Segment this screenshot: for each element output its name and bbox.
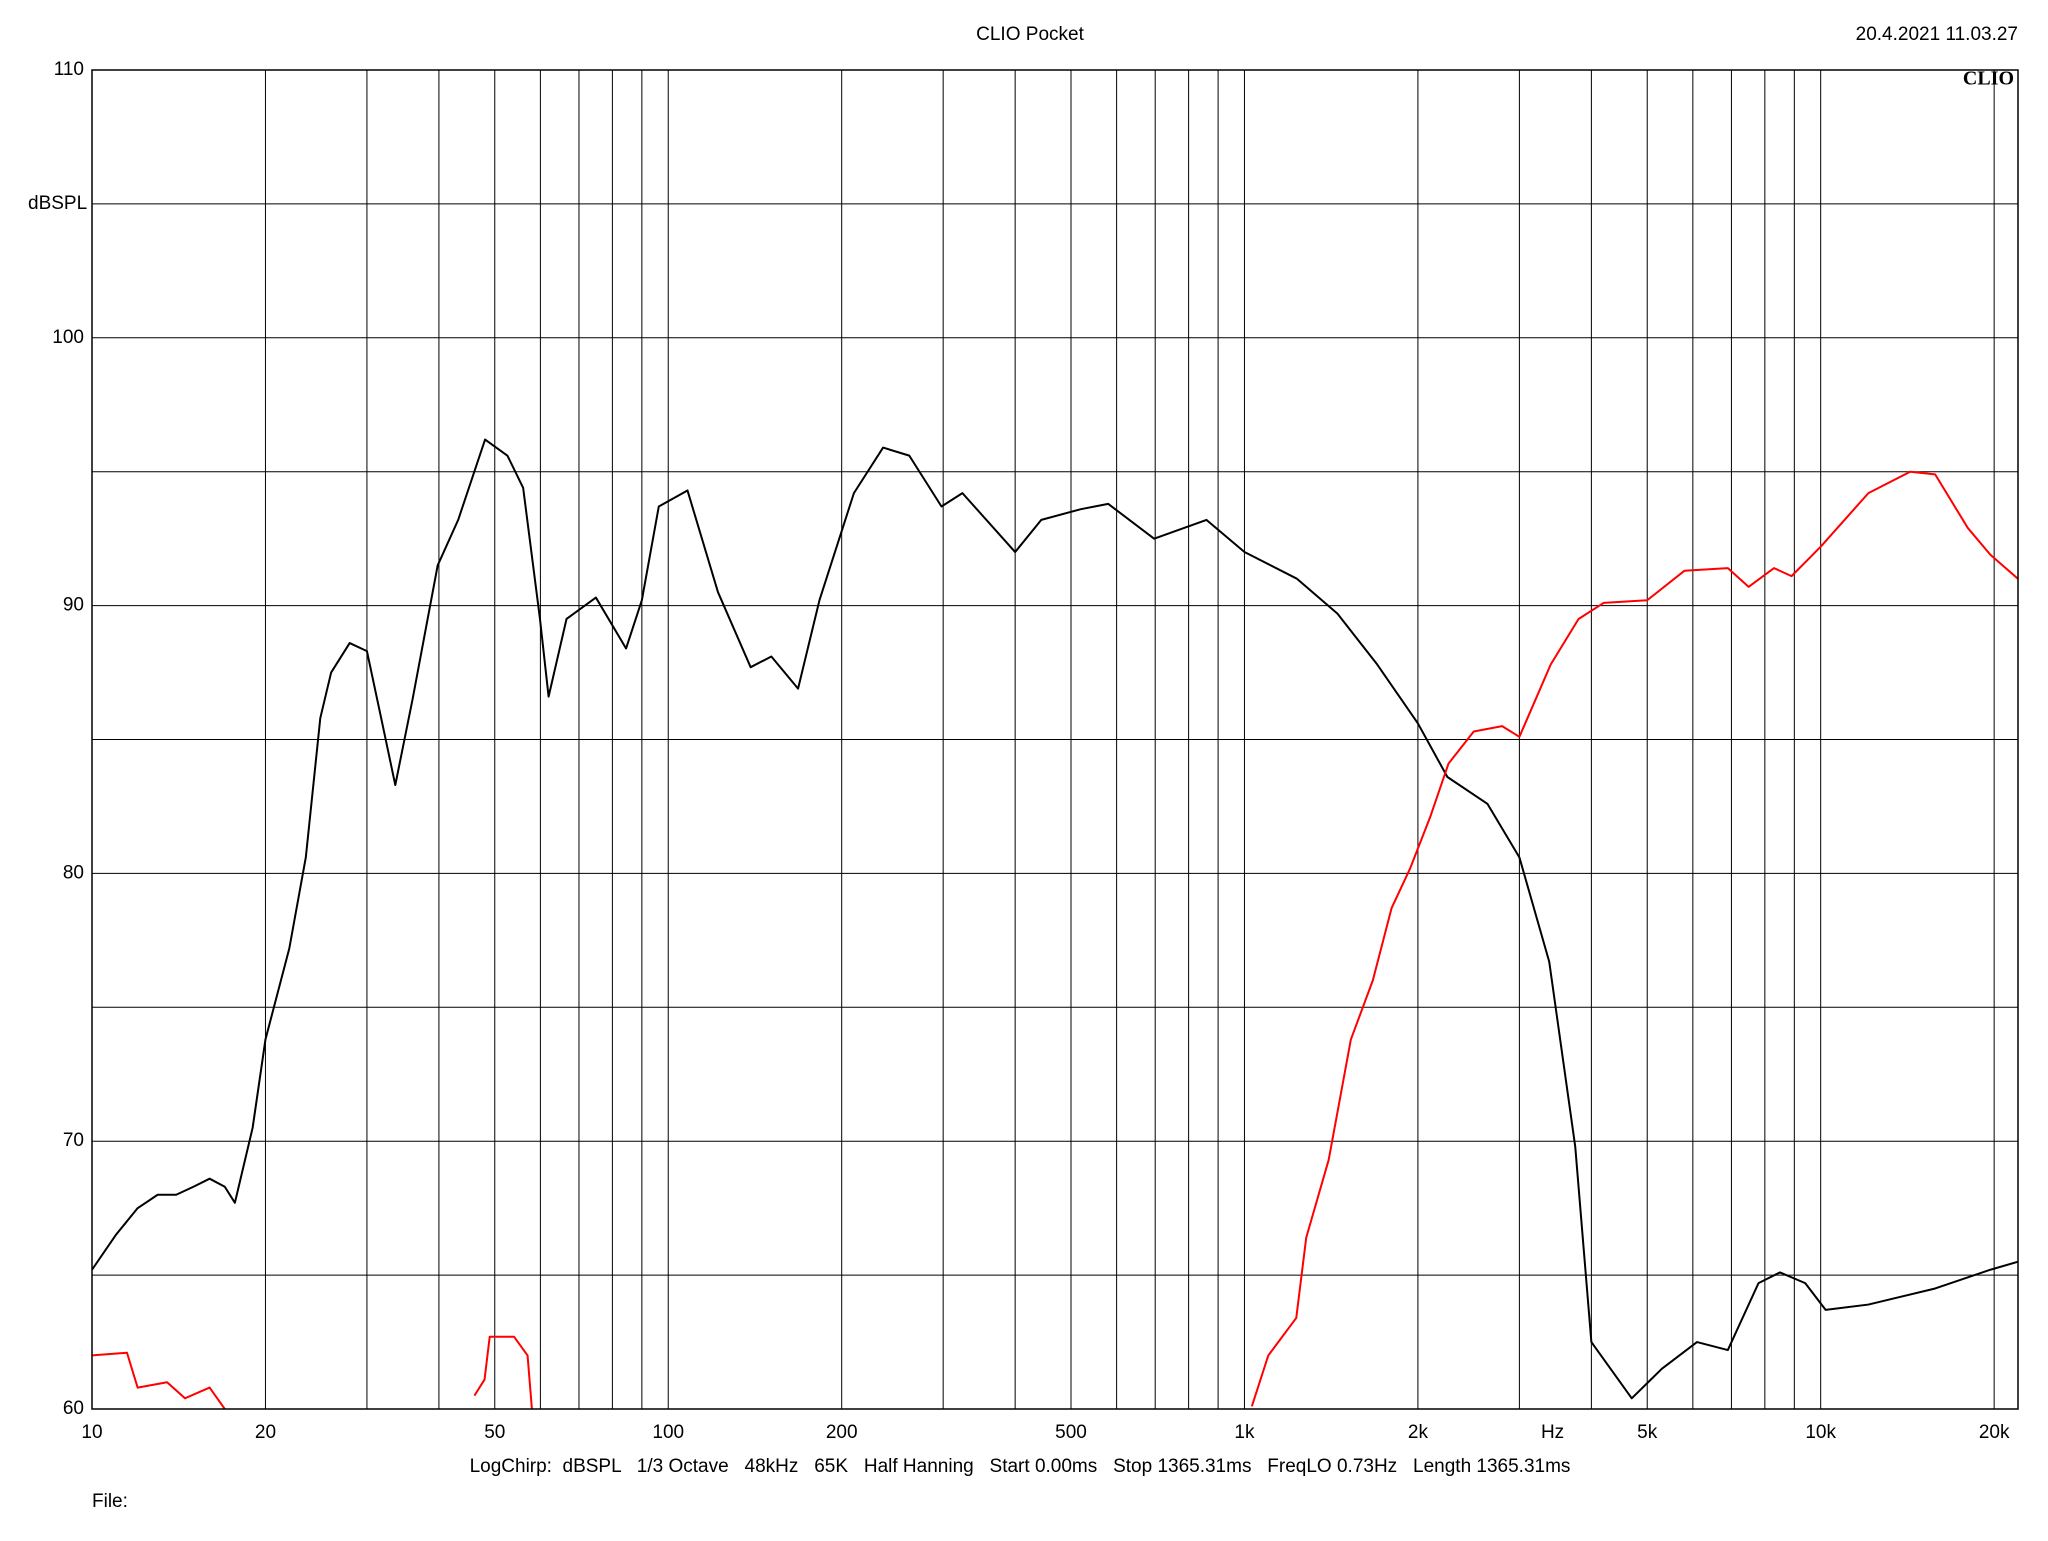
plot-frame xyxy=(91,69,2019,1410)
x-tick-label: 500 xyxy=(1055,1422,1087,1443)
timestamp: 20.4.2021 11.03.27 xyxy=(1856,24,2018,45)
logo: CLIO xyxy=(1963,68,2014,90)
x-tick-label: 100 xyxy=(652,1422,684,1443)
y-axis-label: dBSPL xyxy=(28,193,87,214)
footer: LogChirp: dBSPL 1/3 Octave 48kHz 65K Hal… xyxy=(470,1456,1571,1477)
y-tick-label: 70 xyxy=(63,1130,84,1151)
y-tick-label: 80 xyxy=(63,862,84,883)
x-tick-label: 2k xyxy=(1408,1422,1429,1443)
x-tick-label: 200 xyxy=(826,1422,858,1443)
x-tick-label: 50 xyxy=(484,1422,505,1443)
y-tick-label: 100 xyxy=(52,327,84,348)
plot xyxy=(92,438,2018,1409)
x-tick-label: 10k xyxy=(1805,1422,1836,1443)
y-tick-label: 90 xyxy=(63,595,84,616)
x-axis-label: Hz xyxy=(1541,1422,1564,1443)
chart-title: CLIO Pocket xyxy=(976,24,1084,45)
x-tick-label: 20 xyxy=(255,1422,276,1443)
y-tick-label: 60 xyxy=(63,1398,84,1419)
x-tick-label: 10 xyxy=(81,1422,102,1443)
grid xyxy=(91,69,2018,1410)
response-curve xyxy=(92,438,2018,1400)
file-label: File: xyxy=(92,1491,128,1512)
x-tick-label: 20k xyxy=(1979,1422,2010,1443)
x-tick-label: 5k xyxy=(1637,1422,1658,1443)
y-tick-label: 110 xyxy=(54,59,84,80)
response-curve xyxy=(92,470,2018,1409)
x-tick-label: 1k xyxy=(1234,1422,1255,1443)
